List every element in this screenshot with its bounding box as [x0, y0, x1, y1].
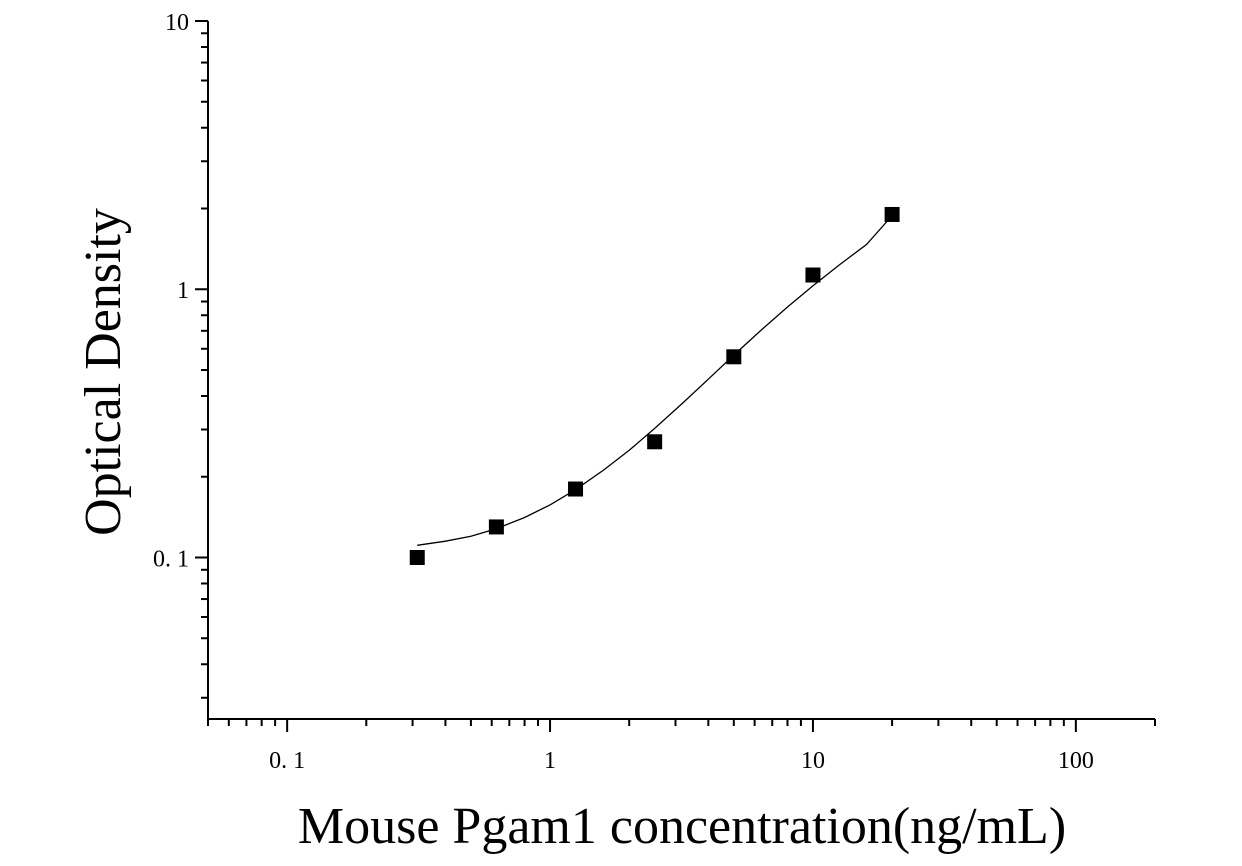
ticks — [195, 20, 1156, 732]
x-tick-label: 100 — [1058, 748, 1094, 774]
data-point — [488, 519, 504, 535]
data-points — [409, 206, 900, 565]
data-point — [805, 267, 821, 283]
tick-labels: 0. 1 1 10 100 0. 1 1 10 — [153, 10, 1094, 774]
data-point — [726, 349, 742, 365]
data-point — [647, 434, 663, 450]
x-axis-title: Mouse Pgam1 concentration(ng/mL) — [298, 798, 1066, 855]
data-point — [568, 481, 584, 497]
x-tick-label: 1 — [544, 748, 556, 774]
x-tick-label: 10 — [801, 748, 825, 774]
data-point — [884, 206, 900, 222]
y-axis-title: Optical Density — [75, 208, 132, 536]
data-point — [409, 549, 425, 565]
y-tick-label: 0. 1 — [153, 546, 189, 572]
axes — [207, 21, 1155, 720]
fit-curve — [417, 215, 893, 546]
x-tick-label: 0. 1 — [269, 748, 305, 774]
y-tick-label: 10 — [165, 10, 189, 36]
y-tick-label: 1 — [177, 278, 189, 304]
